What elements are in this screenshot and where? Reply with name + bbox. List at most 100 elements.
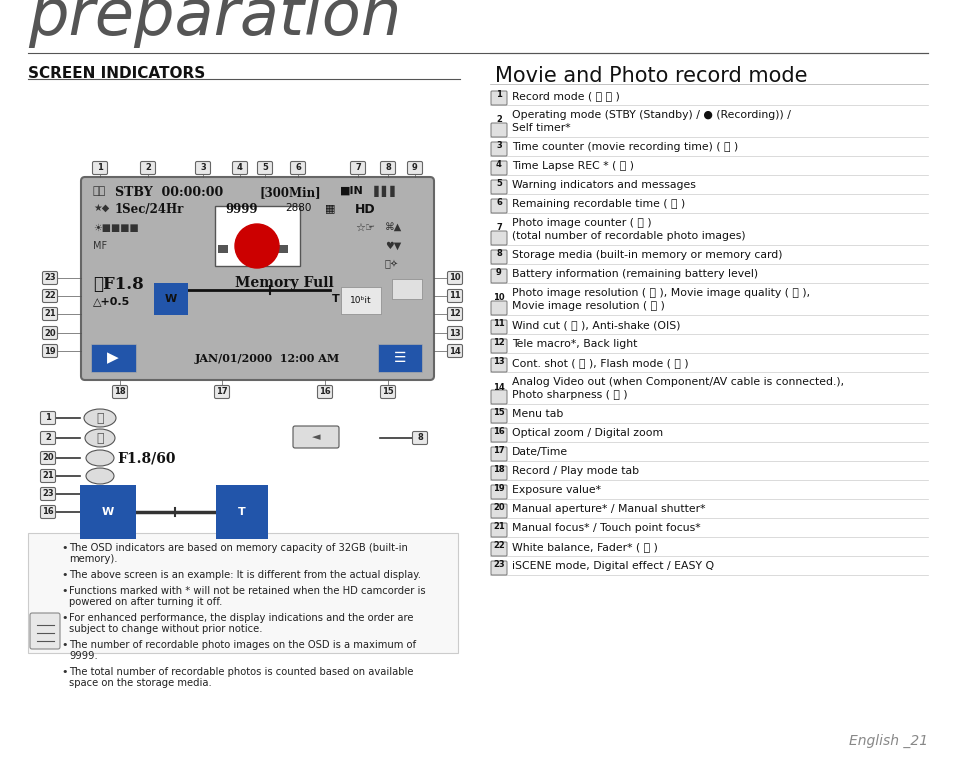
Text: Photo image resolution ( ⎙ ), Movie image quality ( ⎘ ),: Photo image resolution ( ⎙ ), Movie imag… (512, 288, 809, 298)
Text: SCREEN INDICATORS: SCREEN INDICATORS (28, 66, 205, 81)
Text: Warning indicators and messages: Warning indicators and messages (512, 180, 695, 190)
FancyBboxPatch shape (195, 162, 211, 175)
Text: 7: 7 (355, 163, 360, 172)
Text: Time Lapse REC * ( ⎘ ): Time Lapse REC * ( ⎘ ) (512, 161, 634, 171)
FancyBboxPatch shape (112, 385, 128, 398)
Text: Record / Play mode tab: Record / Play mode tab (512, 466, 639, 476)
FancyBboxPatch shape (491, 180, 506, 194)
Text: Analog Video out (when Component/AV cable is connected.),: Analog Video out (when Component/AV cabl… (512, 377, 843, 387)
Text: F1.8/60: F1.8/60 (117, 451, 175, 465)
Text: powered on after turning it off.: powered on after turning it off. (69, 597, 222, 607)
Text: 21: 21 (493, 522, 504, 531)
Text: English _21: English _21 (848, 734, 927, 748)
Text: ◄: ◄ (312, 432, 320, 442)
Circle shape (234, 224, 278, 268)
Text: JAN/01/2000  12:00 AM: JAN/01/2000 12:00 AM (194, 352, 339, 364)
FancyBboxPatch shape (491, 199, 506, 213)
Text: 15: 15 (382, 388, 394, 397)
Text: 8: 8 (496, 249, 501, 258)
Text: 2: 2 (145, 163, 151, 172)
Text: 20: 20 (42, 453, 53, 463)
Text: Photo image counter ( ⎙ ): Photo image counter ( ⎙ ) (512, 218, 651, 228)
Text: ▶: ▶ (107, 351, 119, 365)
FancyBboxPatch shape (214, 385, 230, 398)
Text: The OSD indicators are based on memory capacity of 32GB (built-in: The OSD indicators are based on memory c… (69, 543, 408, 553)
Text: 23: 23 (493, 560, 504, 569)
Text: 1: 1 (97, 163, 103, 172)
Text: [300Min]: [300Min] (260, 186, 321, 199)
Text: Storage media (built-in memory or memory card): Storage media (built-in memory or memory… (512, 250, 781, 260)
Text: 9: 9 (496, 268, 501, 277)
FancyBboxPatch shape (491, 561, 506, 575)
Text: 23: 23 (42, 489, 53, 499)
Text: 17: 17 (493, 446, 504, 455)
Text: ⎙: ⎙ (96, 411, 104, 424)
Text: 13: 13 (449, 329, 460, 338)
Text: ☀■■■■: ☀■■■■ (92, 223, 138, 233)
Text: The total number of recordable photos is counted based on available: The total number of recordable photos is… (69, 667, 413, 677)
FancyBboxPatch shape (491, 358, 506, 372)
Text: ▦: ▦ (325, 203, 335, 213)
Text: ▐▐▐: ▐▐▐ (370, 186, 395, 197)
FancyBboxPatch shape (491, 485, 506, 499)
FancyBboxPatch shape (43, 345, 57, 358)
Text: 22: 22 (493, 541, 504, 550)
Text: 3: 3 (200, 163, 206, 172)
FancyBboxPatch shape (491, 339, 506, 353)
FancyBboxPatch shape (40, 470, 55, 483)
FancyBboxPatch shape (447, 271, 462, 284)
Bar (214, 206, 299, 266)
Text: Record mode ( ⎘ ⎙ ): Record mode ( ⎘ ⎙ ) (512, 91, 619, 101)
FancyBboxPatch shape (140, 162, 155, 175)
Text: For enhanced performance, the display indications and the order are: For enhanced performance, the display in… (69, 613, 413, 623)
Text: 10: 10 (449, 273, 460, 283)
Bar (91, 344, 136, 372)
FancyBboxPatch shape (491, 161, 506, 175)
Text: 6: 6 (496, 198, 501, 207)
FancyBboxPatch shape (491, 231, 506, 245)
Text: Exposure value*: Exposure value* (512, 485, 600, 495)
Text: 16: 16 (319, 388, 331, 397)
Bar (218, 245, 228, 253)
Text: 21: 21 (42, 472, 53, 480)
Text: ⎘⎘: ⎘⎘ (92, 186, 106, 196)
Bar (82, 486, 132, 500)
Text: Manual aperture* / Manual shutter*: Manual aperture* / Manual shutter* (512, 504, 705, 514)
Text: Movie image resolution ( ⎘ ): Movie image resolution ( ⎘ ) (512, 301, 664, 311)
Text: 8: 8 (416, 434, 422, 443)
Text: 11: 11 (449, 292, 460, 300)
FancyBboxPatch shape (40, 411, 55, 424)
Bar (392, 279, 421, 299)
FancyBboxPatch shape (491, 91, 506, 105)
FancyBboxPatch shape (447, 345, 462, 358)
Text: •: • (61, 613, 68, 623)
Bar (257, 245, 268, 253)
Text: ☰: ☰ (394, 351, 406, 365)
FancyBboxPatch shape (40, 506, 55, 519)
Text: 16: 16 (493, 427, 504, 436)
FancyBboxPatch shape (491, 542, 506, 556)
Text: ⓂF1.8: ⓂF1.8 (92, 276, 144, 293)
Text: 21: 21 (44, 309, 56, 319)
Text: 14: 14 (449, 346, 460, 355)
FancyBboxPatch shape (317, 385, 333, 398)
Text: 22: 22 (44, 292, 56, 300)
Text: memory).: memory). (69, 554, 117, 564)
Text: Date/Time: Date/Time (512, 447, 568, 457)
FancyBboxPatch shape (491, 523, 506, 537)
FancyBboxPatch shape (40, 431, 55, 444)
FancyBboxPatch shape (491, 250, 506, 264)
Text: Optical zoom / Digital zoom: Optical zoom / Digital zoom (512, 428, 662, 438)
Text: ■IN: ■IN (339, 186, 363, 196)
Text: preparation: preparation (28, 0, 401, 48)
Text: 2880: 2880 (285, 203, 311, 213)
Text: •: • (61, 543, 68, 553)
FancyBboxPatch shape (412, 431, 427, 444)
Text: subject to change without prior notice.: subject to change without prior notice. (69, 624, 262, 634)
Text: 1Sec/24Hr: 1Sec/24Hr (115, 203, 184, 216)
Ellipse shape (85, 429, 115, 447)
Text: Cont. shot ( ⎙ ), Flash mode ( ⎙ ): Cont. shot ( ⎙ ), Flash mode ( ⎙ ) (512, 358, 688, 368)
Text: T: T (238, 507, 246, 517)
Text: •: • (61, 667, 68, 677)
Text: T: T (332, 294, 339, 304)
